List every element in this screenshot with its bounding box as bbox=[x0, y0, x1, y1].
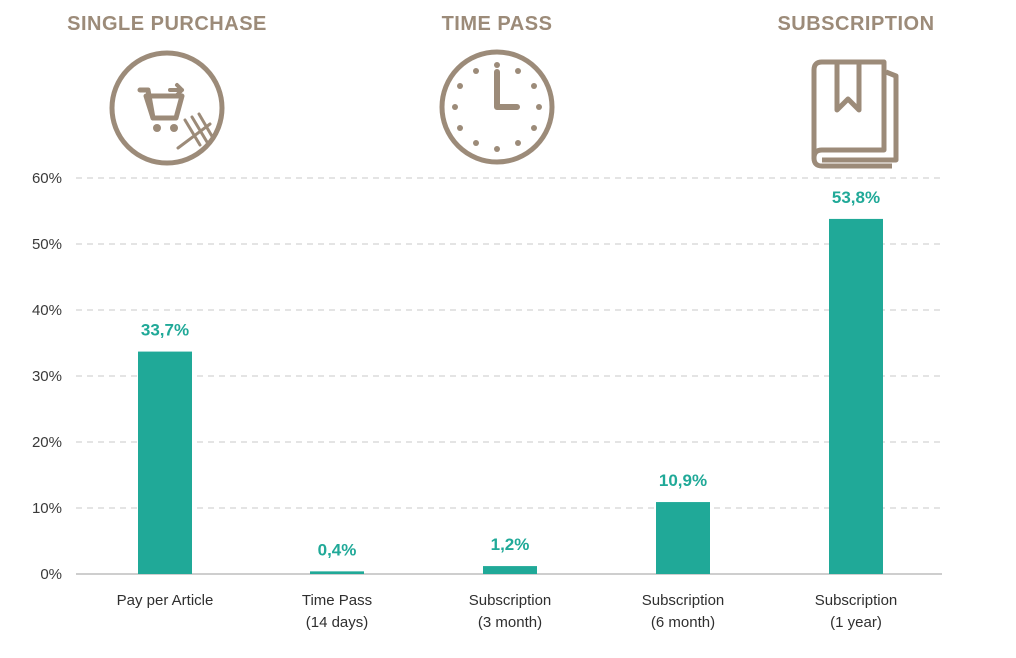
data-labels: 33,7% 0,4% 1,2% 10,9% 53,8% bbox=[141, 188, 880, 559]
bar bbox=[138, 351, 192, 574]
data-label: 1,2% bbox=[491, 535, 530, 554]
y-tick-label: 50% bbox=[32, 236, 62, 253]
bar bbox=[483, 566, 537, 574]
group-title-subscription: SUBSCRIPTION bbox=[777, 13, 934, 35]
bar bbox=[656, 502, 710, 574]
x-category-label: Pay per Article bbox=[117, 592, 214, 609]
x-category-label: (3 month) bbox=[478, 614, 542, 631]
x-category-label: (14 days) bbox=[306, 614, 369, 631]
x-category-label: (1 year) bbox=[830, 614, 882, 631]
bars bbox=[138, 218, 883, 575]
shopping-cart-icon bbox=[109, 50, 225, 166]
y-tick-label: 60% bbox=[32, 170, 62, 187]
group-title-single-purchase: SINGLE PURCHASE bbox=[67, 13, 267, 35]
group-title-time-pass: TIME PASS bbox=[442, 13, 553, 35]
data-label: 10,9% bbox=[659, 471, 707, 490]
data-label: 33,7% bbox=[141, 321, 189, 340]
y-tick-label: 20% bbox=[32, 434, 62, 451]
y-tick-label: 0% bbox=[40, 566, 62, 583]
y-tick-label: 30% bbox=[32, 368, 62, 385]
x-axis-category-labels: Pay per Article Time Pass (14 days) Subscri… bbox=[117, 592, 898, 631]
data-label: 0,4% bbox=[318, 540, 357, 559]
x-category-label: Subscription bbox=[642, 592, 725, 609]
clock-icon bbox=[439, 49, 555, 165]
data-label: 53,8% bbox=[832, 188, 880, 207]
x-category-label: Subscription bbox=[815, 592, 898, 609]
x-category-label: Time Pass bbox=[302, 592, 372, 609]
y-tick-label: 40% bbox=[32, 302, 62, 319]
bar bbox=[310, 571, 364, 574]
x-category-label: Subscription bbox=[469, 592, 552, 609]
y-axis-tick-labels: 0% 10% 20% 30% 40% 50% 60% bbox=[32, 170, 62, 583]
y-tick-label: 10% bbox=[32, 500, 62, 517]
grid-lines bbox=[76, 177, 942, 509]
bar bbox=[829, 218, 883, 575]
book-bookmark-icon bbox=[811, 59, 899, 169]
x-category-label: (6 month) bbox=[651, 614, 715, 631]
